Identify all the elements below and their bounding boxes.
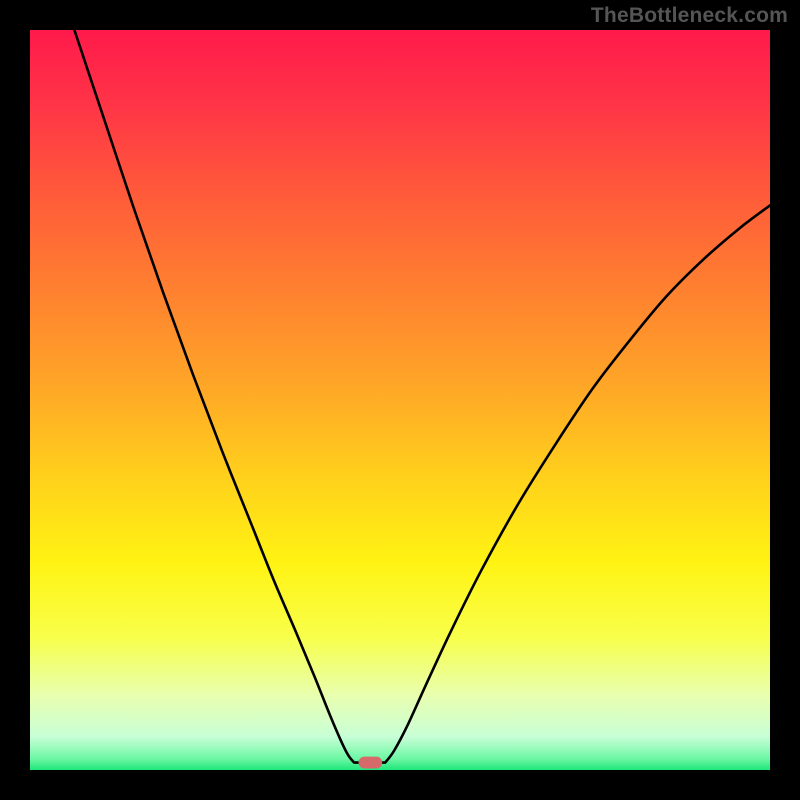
chart-frame: TheBottleneck.com (0, 0, 800, 800)
bottleneck-curve-chart (30, 30, 770, 770)
watermark-text: TheBottleneck.com (591, 4, 788, 28)
plot-area (30, 30, 770, 770)
minimum-marker (359, 757, 383, 769)
gradient-background (30, 30, 770, 770)
